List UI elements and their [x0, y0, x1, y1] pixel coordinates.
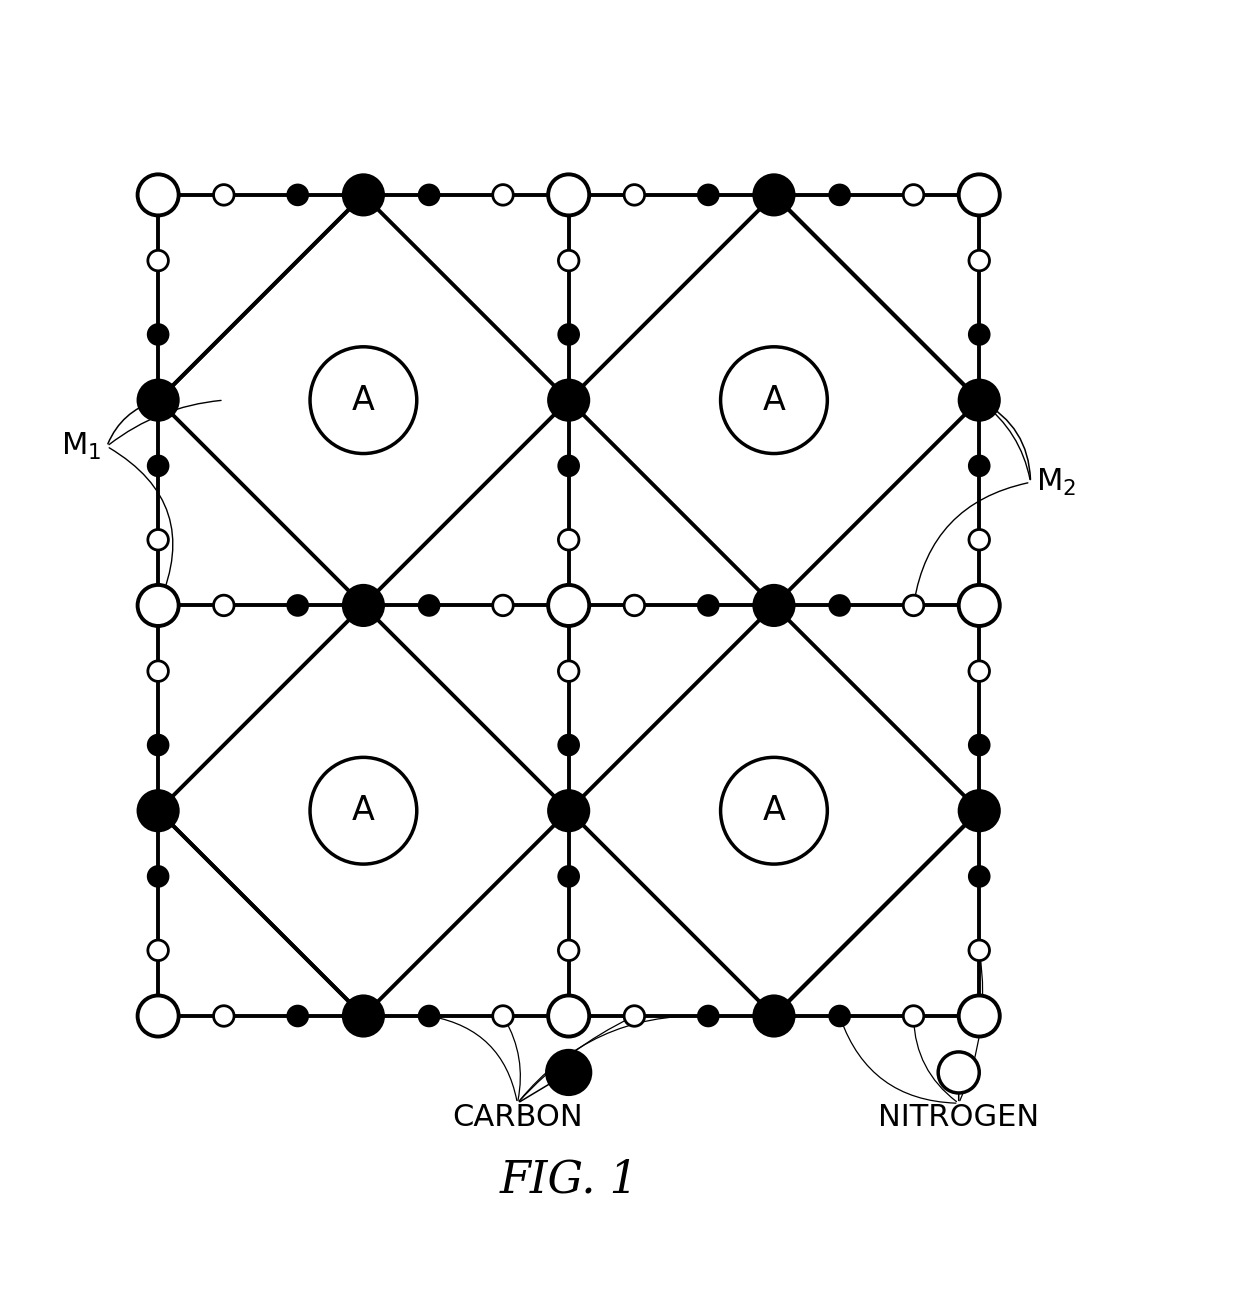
Circle shape — [959, 380, 999, 420]
Circle shape — [288, 1006, 308, 1027]
Text: CARBON: CARBON — [453, 1103, 583, 1133]
Circle shape — [138, 380, 179, 420]
Circle shape — [148, 325, 169, 345]
Circle shape — [959, 790, 999, 831]
Circle shape — [419, 1006, 439, 1027]
Circle shape — [148, 866, 169, 887]
Circle shape — [968, 251, 990, 270]
Circle shape — [558, 940, 579, 961]
Circle shape — [754, 175, 795, 216]
Circle shape — [624, 595, 645, 615]
Circle shape — [419, 185, 439, 206]
Circle shape — [558, 455, 579, 476]
Circle shape — [148, 661, 169, 681]
Circle shape — [698, 185, 718, 206]
Circle shape — [548, 996, 589, 1037]
Circle shape — [968, 866, 990, 887]
Circle shape — [903, 185, 924, 206]
Circle shape — [548, 175, 589, 216]
Circle shape — [754, 996, 795, 1037]
Circle shape — [492, 185, 513, 206]
Text: FIG. 1: FIG. 1 — [500, 1159, 639, 1201]
Circle shape — [343, 996, 384, 1037]
Circle shape — [548, 380, 589, 420]
Text: NITROGEN: NITROGEN — [878, 1103, 1039, 1133]
Text: A: A — [763, 794, 785, 828]
Circle shape — [959, 996, 999, 1037]
Circle shape — [148, 455, 169, 476]
Circle shape — [148, 734, 169, 755]
Circle shape — [148, 530, 169, 550]
Circle shape — [148, 940, 169, 961]
Text: A: A — [352, 384, 374, 416]
Circle shape — [343, 175, 384, 216]
Circle shape — [548, 790, 589, 831]
Circle shape — [548, 584, 589, 626]
Circle shape — [698, 595, 718, 615]
Text: A: A — [763, 384, 785, 416]
Circle shape — [968, 530, 990, 550]
Circle shape — [968, 661, 990, 681]
Text: A: A — [352, 794, 374, 828]
Circle shape — [698, 1006, 718, 1027]
Circle shape — [492, 1006, 513, 1027]
Circle shape — [288, 595, 308, 615]
Text: M$_1$: M$_1$ — [62, 431, 102, 462]
Circle shape — [939, 1053, 980, 1093]
Circle shape — [546, 1050, 591, 1095]
Text: M$_2$: M$_2$ — [1035, 467, 1076, 498]
Circle shape — [138, 175, 179, 216]
Circle shape — [903, 595, 924, 615]
Circle shape — [558, 251, 579, 270]
Circle shape — [138, 584, 179, 626]
Circle shape — [968, 455, 990, 476]
Circle shape — [213, 185, 234, 206]
Circle shape — [624, 185, 645, 206]
Circle shape — [720, 347, 827, 454]
Circle shape — [959, 584, 999, 626]
Circle shape — [213, 595, 234, 615]
Circle shape — [492, 595, 513, 615]
Circle shape — [754, 584, 795, 626]
Circle shape — [310, 347, 417, 454]
Circle shape — [968, 734, 990, 755]
Circle shape — [968, 940, 990, 961]
Circle shape — [419, 595, 439, 615]
Circle shape — [959, 175, 999, 216]
Circle shape — [138, 790, 179, 831]
Circle shape — [624, 1006, 645, 1027]
Circle shape — [138, 996, 179, 1037]
Circle shape — [558, 530, 579, 550]
Circle shape — [830, 595, 849, 615]
Circle shape — [558, 661, 579, 681]
Circle shape — [903, 1006, 924, 1027]
Circle shape — [213, 1006, 234, 1027]
Circle shape — [968, 325, 990, 345]
Circle shape — [148, 251, 169, 270]
Circle shape — [558, 734, 579, 755]
Circle shape — [343, 584, 384, 626]
Circle shape — [830, 185, 849, 206]
Circle shape — [288, 185, 308, 206]
Circle shape — [720, 758, 827, 864]
Circle shape — [558, 866, 579, 887]
Circle shape — [558, 325, 579, 345]
Circle shape — [830, 1006, 849, 1027]
Circle shape — [310, 758, 417, 864]
